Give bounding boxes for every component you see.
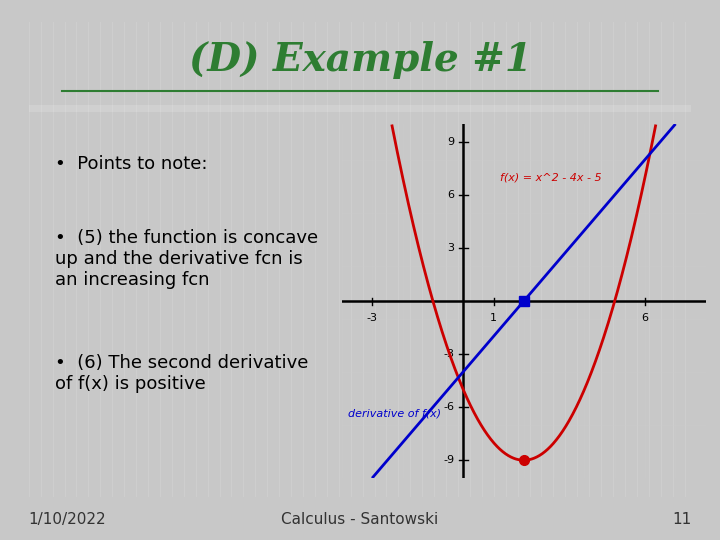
Text: 1: 1 <box>490 313 497 323</box>
Text: -3: -3 <box>443 349 454 359</box>
Text: Calculus - Santowski: Calculus - Santowski <box>282 512 438 527</box>
Text: 11: 11 <box>672 512 691 527</box>
Text: -3: -3 <box>366 313 378 323</box>
Bar <box>29 105 691 112</box>
Text: 3: 3 <box>447 243 454 253</box>
Text: (D) Example #1: (D) Example #1 <box>189 40 531 79</box>
Text: •  (5) the function is concave
up and the derivative fcn is
an increasing fcn: • (5) the function is concave up and the… <box>55 230 318 289</box>
Text: derivative of f(x): derivative of f(x) <box>348 408 441 418</box>
Text: -6: -6 <box>443 402 454 412</box>
Text: 9: 9 <box>447 137 454 147</box>
Text: •  (6) The second derivative
of f(x) is positive: • (6) The second derivative of f(x) is p… <box>55 354 309 393</box>
Text: •  Points to note:: • Points to note: <box>55 155 208 173</box>
Text: 1/10/2022: 1/10/2022 <box>29 512 107 527</box>
Text: 6: 6 <box>447 190 454 200</box>
Text: -9: -9 <box>443 455 454 465</box>
Text: f(x) = x^2 - 4x - 5: f(x) = x^2 - 4x - 5 <box>500 173 601 183</box>
Text: 6: 6 <box>642 313 649 323</box>
